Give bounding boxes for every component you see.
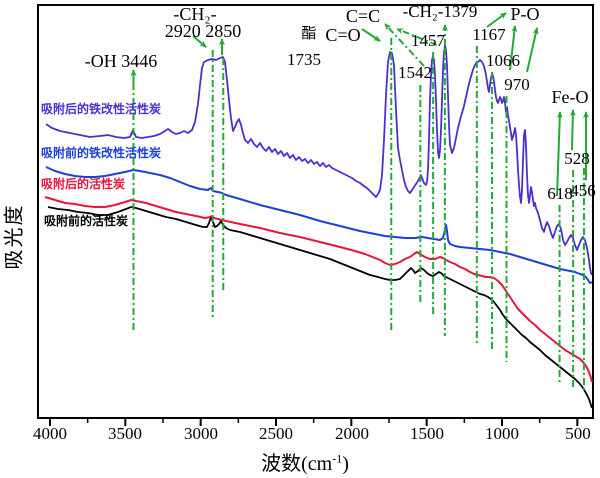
annotation-1066: 1066 — [486, 51, 520, 70]
x-axis-ticks — [49, 418, 579, 426]
legend-label-fe-modified-after: 吸附后的铁改性活性炭 — [41, 102, 162, 116]
annotation-1457: 1457 — [411, 31, 445, 50]
annotation-1542: 1542 — [398, 63, 432, 82]
legend-label-fe-modified-before: 吸附前的铁改性活性炭 — [41, 146, 162, 160]
x-tick-1500: 1500 — [410, 424, 444, 443]
x-tick-2500: 2500 — [259, 424, 293, 443]
x-tick-500: 500 — [565, 424, 591, 443]
peak-marker-lines — [132, 38, 585, 392]
annotation-oh-3446: -OH 3446 — [84, 51, 158, 71]
annotation-ch2-1379: -CH₂-1379 — [402, 2, 478, 21]
legend-label-ac-before: 吸附前的活性炭 — [44, 214, 129, 228]
legend-label-ac-after: 吸附后的活性炭 — [41, 177, 126, 191]
annotation-ester: 酯 — [301, 25, 317, 42]
annotation-ch2-group: -CH₂- — [173, 4, 217, 24]
x-axis-title-text: 波数(cm — [261, 453, 333, 475]
x-tick-3500: 3500 — [108, 424, 142, 443]
annotation-618: 618 — [547, 184, 573, 203]
annotation-cc: C=C — [345, 6, 381, 26]
x-tick-3000: 3000 — [184, 424, 218, 443]
x-tick-1000: 1000 — [485, 424, 519, 443]
spectra-curves — [44, 45, 593, 409]
x-axis-title: 波数(cm-1) — [261, 447, 349, 476]
x-tick-4000: 4000 — [33, 424, 67, 443]
x-axis-title-close: ) — [342, 453, 349, 475]
annotation-arrows — [130, 12, 589, 197]
annotation-2920-2850: 2920 2850 — [164, 21, 242, 41]
annotation-po: P-O — [510, 4, 540, 24]
annotation-feo: Fe-O — [551, 87, 589, 107]
annotation-1735: 1735 — [287, 50, 321, 69]
annotation-528: 528 — [564, 149, 590, 168]
annotation-1167: 1167 — [472, 25, 506, 44]
x-tick-2000: 2000 — [335, 424, 369, 443]
y-axis-title: 吸光度 — [3, 203, 26, 270]
annotation-970: 970 — [504, 75, 530, 94]
annotation-co: C=O — [325, 25, 361, 45]
x-axis-title-exponent: -1 — [332, 451, 343, 466]
annotation-456: 456 — [570, 181, 596, 200]
plot-border — [37, 4, 594, 419]
